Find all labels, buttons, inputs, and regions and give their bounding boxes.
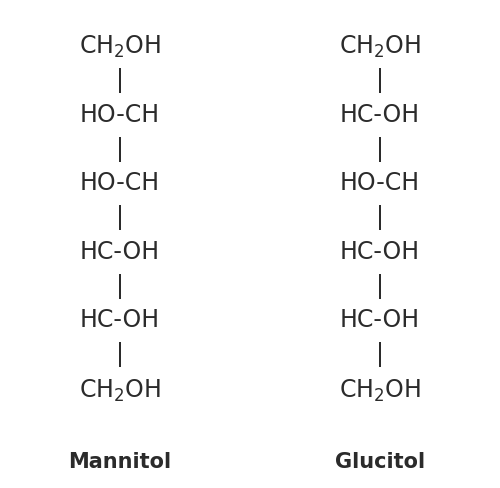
Text: HO-CH: HO-CH	[80, 171, 160, 195]
Text: Glucitol: Glucitol	[335, 451, 425, 471]
Text: HO-CH: HO-CH	[80, 102, 160, 127]
Text: |: |	[376, 136, 384, 162]
Text: HC-OH: HC-OH	[80, 239, 160, 264]
Text: |: |	[116, 341, 124, 366]
Text: HO-CH: HO-CH	[340, 171, 420, 195]
Text: HC-OH: HC-OH	[340, 307, 420, 332]
Text: HC-OH: HC-OH	[80, 307, 160, 332]
Text: |: |	[116, 273, 124, 298]
Text: |: |	[116, 68, 124, 93]
Text: $\mathregular{CH_2OH}$: $\mathregular{CH_2OH}$	[79, 33, 161, 60]
Text: Mannitol: Mannitol	[68, 451, 172, 471]
Text: HC-OH: HC-OH	[340, 239, 420, 264]
Text: |: |	[116, 136, 124, 162]
Text: $\mathregular{CH_2OH}$: $\mathregular{CH_2OH}$	[79, 377, 161, 404]
Text: |: |	[376, 204, 384, 230]
Text: |: |	[376, 341, 384, 366]
Text: |: |	[116, 204, 124, 230]
Text: $\mathregular{CH_2OH}$: $\mathregular{CH_2OH}$	[339, 33, 421, 60]
Text: $\mathregular{CH_2OH}$: $\mathregular{CH_2OH}$	[339, 377, 421, 404]
Text: HC-OH: HC-OH	[340, 102, 420, 127]
Text: |: |	[376, 273, 384, 298]
Text: |: |	[376, 68, 384, 93]
